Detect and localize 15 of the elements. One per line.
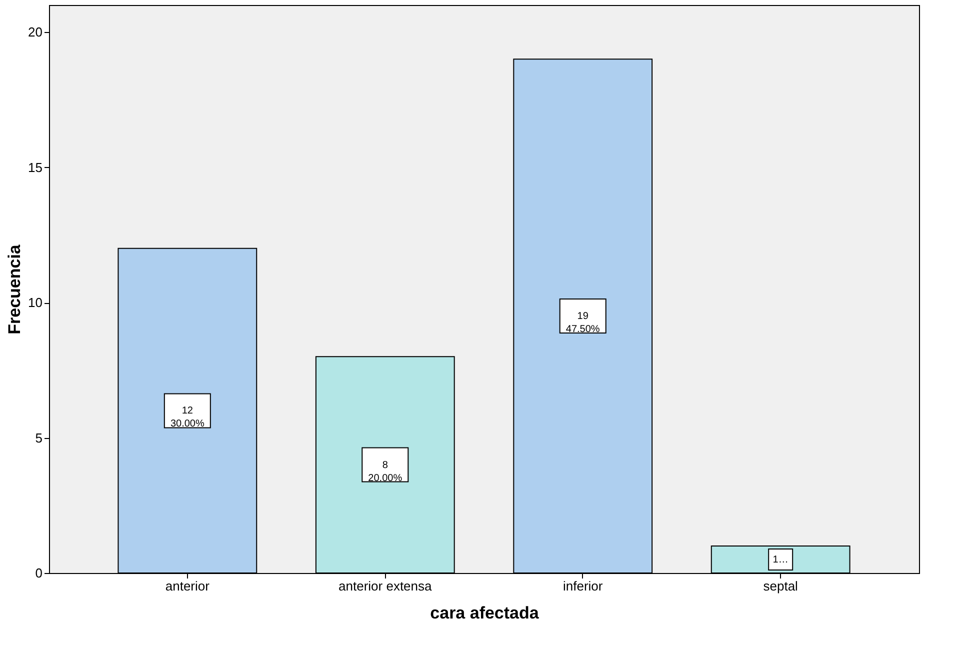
y-axis-title: Frecuencia (5, 244, 24, 334)
y-tick-label: 20 (28, 24, 42, 40)
y-tick-label: 10 (28, 295, 42, 310)
data-label: 12 30.00% (170, 406, 204, 430)
x-tick-label: septal (763, 578, 798, 594)
y-tick-label: 5 (35, 430, 42, 446)
data-label: 19 47.50% (566, 311, 600, 336)
x-tick-label: anterior extensa (338, 578, 433, 594)
x-axis-title: cara afectada (430, 604, 540, 622)
x-tick-label: anterior (165, 578, 210, 594)
y-tick-label: 15 (28, 160, 42, 175)
x-tick-label: inferior (562, 578, 604, 594)
data-label: 1… (772, 554, 788, 566)
data-label: 8 20.00% (368, 460, 402, 484)
y-tick-label: 0 (35, 566, 42, 580)
